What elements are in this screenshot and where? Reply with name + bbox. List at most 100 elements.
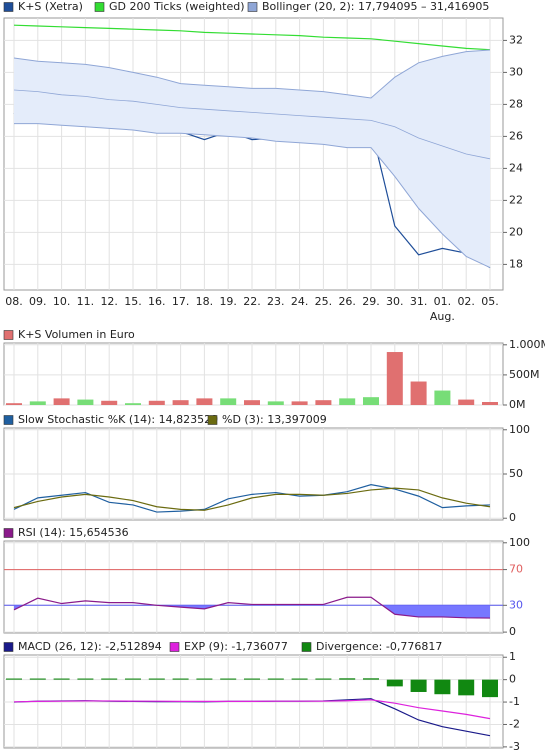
legend-swatch [94, 2, 105, 12]
bar [29, 401, 46, 405]
bar [172, 400, 189, 405]
y-tick-label: 20 [509, 225, 523, 238]
x-tick-label: 17. [172, 295, 190, 308]
y-tick-label: -1 [509, 695, 520, 708]
x-tick-label: 18. [196, 295, 214, 308]
y-tick-label: 22 [509, 193, 523, 206]
x-tick-label: 16. [148, 295, 166, 308]
legend-label: K+S (Xetra) [18, 0, 83, 13]
y-tick-label: 30 [509, 598, 523, 611]
bar [315, 400, 332, 405]
x-tick-label: 29. [362, 295, 380, 308]
line [13, 699, 491, 720]
y-tick-label: 50 [509, 467, 523, 480]
x-tick-label: 02. [457, 295, 475, 308]
bar [6, 403, 22, 405]
legend-label: EXP (9): -1,736077 [184, 640, 288, 653]
y-tick-label: 26 [509, 129, 523, 142]
x-tick-label: 11. [77, 295, 95, 308]
bar [53, 398, 70, 405]
bar [125, 403, 141, 405]
bar [291, 401, 308, 405]
bar [148, 678, 165, 680]
bar [386, 352, 403, 405]
x-tick-label: 25. [315, 295, 333, 308]
bar [458, 679, 475, 696]
bar [267, 401, 284, 405]
bar [339, 398, 356, 405]
bar [220, 678, 237, 680]
x-tick-label: 19. [219, 295, 237, 308]
bar [148, 400, 165, 405]
bar [410, 679, 427, 692]
panel-frame [3, 342, 504, 406]
y-tick-label: 24 [509, 161, 523, 174]
legend-swatch [207, 415, 218, 425]
bar [363, 397, 379, 405]
bar [101, 400, 118, 405]
legend-label: Divergence: -0,776817 [316, 640, 442, 653]
bar [386, 679, 403, 687]
panel-frame [3, 540, 504, 634]
legend-label: Slow Stochastic %K (14): 14,823529 [18, 413, 218, 426]
line [13, 487, 491, 511]
x-tick-label: 08. [5, 295, 23, 308]
bar [482, 401, 498, 405]
y-tick-label: 30 [509, 65, 523, 78]
x-tick-label: 05. [481, 295, 499, 308]
y-tick-label: 0M [509, 398, 526, 411]
y-tick-label: 32 [509, 33, 523, 46]
bar [315, 678, 332, 680]
legend-swatch [3, 528, 14, 538]
bar [172, 678, 189, 680]
x-tick-label: 12. [100, 295, 118, 308]
x-tick-label: 01. [434, 295, 452, 308]
bar [434, 679, 451, 695]
bar [363, 678, 379, 680]
x-tick-label: 15. [124, 295, 142, 308]
bar [267, 678, 284, 680]
x-tick-label: 30. [386, 295, 404, 308]
band-lower [14, 123, 491, 269]
bar [482, 679, 498, 698]
bar [220, 398, 237, 405]
legend-label: MACD (26, 12): -2,512894 [18, 640, 162, 653]
x-tick-label: 23. [267, 295, 285, 308]
line [13, 596, 491, 619]
legend-swatch [3, 2, 14, 12]
y-tick-label: 100 [509, 536, 530, 549]
y-tick-label: 1.000M [509, 338, 545, 351]
x-tick-label: 22. [243, 295, 261, 308]
bar [125, 678, 141, 680]
bar [244, 400, 260, 405]
x-tick-label: 31. [410, 295, 428, 308]
bar [291, 678, 308, 680]
bar [434, 390, 451, 405]
y-tick-label: 0 [509, 673, 516, 686]
x-tick-label: 26. [338, 295, 356, 308]
bar [196, 398, 213, 405]
bar [29, 678, 46, 680]
bar [244, 678, 260, 680]
y-tick-label: 1 [509, 650, 516, 663]
legend-label: K+S Volumen in Euro [18, 328, 135, 341]
y-tick-label: 0 [509, 625, 516, 638]
legend-swatch [169, 642, 180, 652]
bar [53, 678, 70, 680]
y-tick-label: 500M [509, 368, 540, 381]
legend-label: Bollinger (20, 2): 17,794095 – 31,416905 [262, 0, 489, 13]
y-tick-label: 28 [509, 97, 523, 110]
bar [77, 399, 94, 405]
bar [77, 678, 94, 680]
bar [339, 678, 356, 680]
legend-swatch [3, 642, 14, 652]
x-sub-label: Aug. [430, 310, 455, 323]
band-fill [14, 50, 490, 268]
bar [101, 678, 118, 680]
x-tick-label: 09. [29, 295, 47, 308]
legend-swatch [301, 642, 312, 652]
line [13, 24, 491, 51]
bar [410, 381, 427, 405]
legend-swatch [3, 330, 14, 340]
